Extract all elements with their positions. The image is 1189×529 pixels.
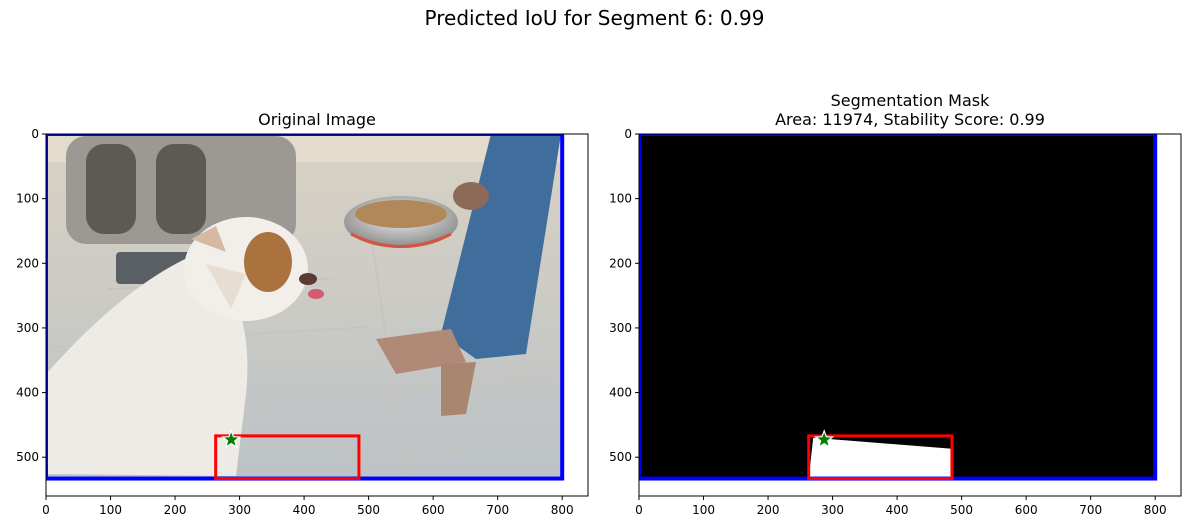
right-x-tick-label: 300 — [821, 503, 844, 517]
photo-bowl-rim — [350, 232, 452, 248]
right-x-tick-label: 0 — [635, 503, 643, 517]
photo-image — [46, 134, 563, 479]
photo-dog-patch — [244, 232, 292, 292]
left-y-tick-label: 200 — [16, 256, 39, 270]
right-panel-title-line-1: Segmentation Mask — [830, 91, 990, 110]
right-panel-title-line-2: Area: 11974, Stability Score: 0.99 — [775, 110, 1045, 129]
photo-jeans — [441, 134, 561, 359]
mask-region — [808, 437, 952, 479]
right-y-tick-label: 100 — [609, 192, 632, 206]
left-y-tick-label: 0 — [31, 127, 39, 141]
right-plot-area — [639, 134, 1158, 481]
left-x-tick-label: 400 — [293, 503, 316, 517]
figure-suptitle: Predicted IoU for Segment 6: 0.99 — [424, 6, 765, 30]
photo-bowl-food — [355, 200, 447, 228]
right-y-tick-label: 200 — [609, 256, 632, 270]
right-x-tick-label: 800 — [1144, 503, 1167, 517]
right-y-tick-label: 300 — [609, 321, 632, 335]
right-point-star — [813, 429, 835, 449]
right-y-tick-label: 0 — [624, 127, 632, 141]
photo-machine-slot — [86, 144, 136, 234]
photo-machine-slot — [156, 144, 206, 234]
photo-foot-right — [441, 362, 476, 416]
photo-dog-tongue — [308, 289, 324, 299]
left-x-tick-label: 0 — [42, 503, 50, 517]
right-axes-frame — [638, 133, 1182, 497]
photo-dog-ear-front — [206, 264, 246, 309]
photo-hand — [453, 182, 489, 210]
photo-foot-left — [376, 329, 466, 374]
left-axes-frame — [45, 133, 589, 497]
right-x-tick-label: 100 — [692, 503, 715, 517]
left-prediction-box — [214, 434, 361, 481]
left-panel-title: Original Image — [46, 110, 588, 129]
left-x-tick-label: 200 — [164, 503, 187, 517]
left-x-tick-label: 100 — [99, 503, 122, 517]
photo-tile-seam — [329, 436, 563, 463]
left-y-tick-label: 500 — [16, 450, 39, 464]
right-y-tick-label: 400 — [609, 386, 632, 400]
left-x-tick-label: 700 — [486, 503, 509, 517]
left-plot-area — [46, 134, 565, 481]
right-y-tick-label: 500 — [609, 450, 632, 464]
right-x-tick-label: 700 — [1079, 503, 1102, 517]
left-point-star — [220, 429, 242, 449]
right-panel-title: Segmentation Mask Area: 11974, Stability… — [639, 91, 1181, 129]
left-x-tick-label: 800 — [551, 503, 574, 517]
right-x-tick-label: 500 — [950, 503, 973, 517]
left-y-tick-label: 100 — [16, 192, 39, 206]
left-x-tick-label: 500 — [357, 503, 380, 517]
right-x-tick-label: 400 — [886, 503, 909, 517]
photo-dog-nose — [299, 273, 317, 285]
right-prediction-box — [807, 434, 954, 481]
left-panel-title-line: Original Image — [258, 110, 376, 129]
left-y-tick-label: 400 — [16, 386, 39, 400]
right-x-tick-label: 600 — [1015, 503, 1038, 517]
photo-dog-ear — [191, 226, 226, 252]
right-x-tick-label: 200 — [757, 503, 780, 517]
left-x-tick-label: 300 — [228, 503, 251, 517]
left-y-tick-label: 300 — [16, 321, 39, 335]
left-x-tick-label: 600 — [422, 503, 445, 517]
mask-background — [639, 134, 1156, 479]
photo-dog-body — [46, 254, 248, 476]
